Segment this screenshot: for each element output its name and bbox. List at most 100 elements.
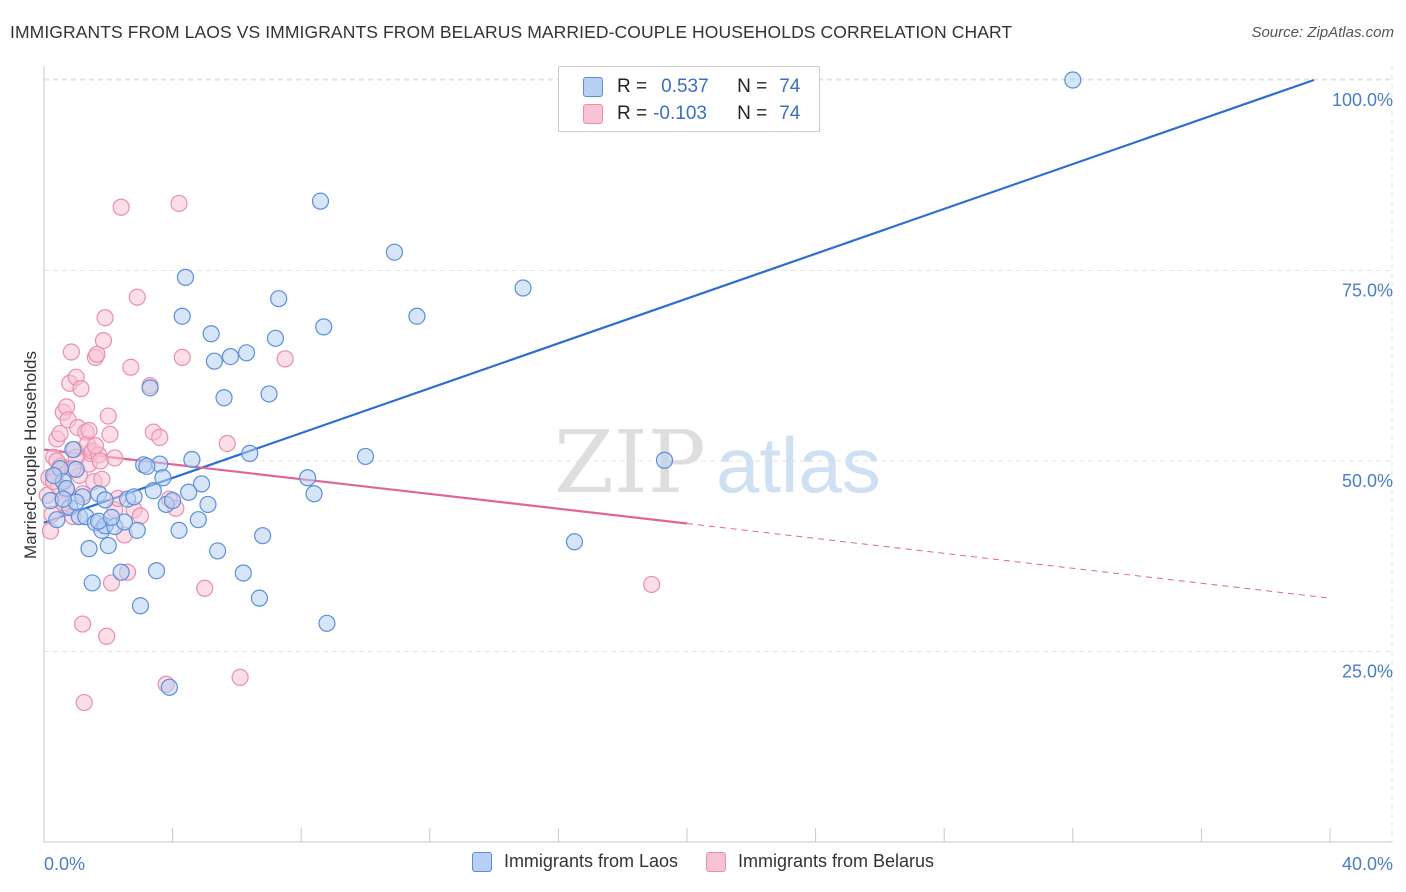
y-axis-label: Married-couple Households <box>21 351 40 559</box>
point-laos-56 <box>356 447 375 466</box>
point-laos-6 <box>64 440 82 459</box>
legend-item-belarus: Immigrants from Belarus <box>706 851 934 872</box>
point-laos-38 <box>202 325 220 343</box>
series-legend: Immigrants from Laos Immigrants from Bel… <box>0 851 1406 872</box>
point-laos-63 <box>128 521 146 539</box>
point-laos-43 <box>234 564 252 582</box>
point-laos-50 <box>270 290 288 308</box>
point-laos-49 <box>266 329 285 347</box>
point-belarus-57 <box>173 348 191 366</box>
point-belarus-34 <box>93 470 111 488</box>
chart-title: IMMIGRANTS FROM LAOS VS IMMIGRANTS FROM … <box>10 22 1013 42</box>
y-tick-label-0: 25.0% <box>1342 662 1393 682</box>
legend-row-laos: R = 0.537 N = 74 <box>583 74 800 100</box>
legend-n-belarus: 74 <box>779 103 801 124</box>
grid-lines <box>44 66 1393 842</box>
legend-row-belarus: R = -0.103 N = 74 <box>583 101 800 127</box>
legend-label-laos: Immigrants from Laos <box>503 851 678 871</box>
point-laos-30 <box>164 492 182 510</box>
point-belarus-22 <box>73 615 92 633</box>
watermark-zip: ZIP <box>554 413 706 513</box>
legend-n-label: N = <box>737 76 768 97</box>
legend-n-laos: 74 <box>779 76 801 97</box>
point-belarus-52 <box>151 428 169 446</box>
legend-r-laos: 0.537 <box>661 76 709 97</box>
point-laos-7 <box>67 460 85 478</box>
point-belarus-61 <box>276 350 294 368</box>
legend-label-belarus: Immigrants from Belarus <box>738 851 935 871</box>
legend-r-label: R = <box>617 76 648 97</box>
point-laos-58 <box>408 307 426 325</box>
point-laos-37 <box>199 495 217 514</box>
point-laos-44 <box>237 344 256 362</box>
point-laos-21 <box>125 488 143 506</box>
point-laos-60 <box>565 533 584 551</box>
point-laos-33 <box>176 268 195 286</box>
point-belarus-8 <box>51 424 69 443</box>
point-laos-32 <box>173 307 191 325</box>
point-laos-55 <box>318 614 336 632</box>
point-laos-73 <box>102 508 121 526</box>
point-laos-57 <box>385 243 404 261</box>
point-belarus-70 <box>86 437 105 455</box>
legend-swatch-belarus <box>583 104 603 124</box>
legend-r-label: R = <box>617 103 648 124</box>
point-laos-45 <box>241 444 259 462</box>
y-tick-label-3: 100.0% <box>1332 90 1393 110</box>
point-laos-52 <box>305 485 323 503</box>
point-laos-35 <box>189 511 207 529</box>
point-laos-41 <box>215 389 233 407</box>
point-laos-62 <box>1064 71 1082 89</box>
point-belarus-68 <box>106 449 124 467</box>
y-tick-label-1: 50.0% <box>1342 471 1393 491</box>
point-laos-47 <box>254 527 272 545</box>
legend-swatch-laos <box>583 77 603 97</box>
point-belarus-39 <box>101 425 119 443</box>
legend-swatch-belarus <box>706 851 726 872</box>
point-laos-42 <box>221 348 240 366</box>
point-laos-24 <box>141 379 159 397</box>
point-belarus-37 <box>98 627 116 645</box>
point-laos-36 <box>192 475 211 493</box>
point-belarus-58 <box>196 579 214 597</box>
point-laos-53 <box>311 192 330 210</box>
point-laos-28 <box>154 469 172 487</box>
point-laos-11 <box>80 540 98 558</box>
point-belarus-35 <box>94 332 113 350</box>
point-laos-34 <box>183 450 201 469</box>
x-tick-label-0: 0.0% <box>44 854 85 874</box>
point-laos-40 <box>209 542 227 560</box>
point-belarus-23 <box>75 693 93 712</box>
point-laos-1 <box>48 511 66 529</box>
point-laos-54 <box>315 318 333 336</box>
legend-n-label: N = <box>737 103 768 124</box>
point-laos-17 <box>99 536 117 555</box>
trend-lines <box>43 78 1331 599</box>
legend-swatch-laos <box>471 851 492 872</box>
point-laos-31 <box>170 521 188 539</box>
point-belarus-33 <box>91 452 109 470</box>
legend-r-belarus: -0.103 <box>653 103 707 124</box>
point-laos-46 <box>250 589 269 607</box>
x-tick-label-1: 40.0% <box>1342 854 1393 874</box>
point-laos-27 <box>147 562 166 580</box>
legend-item-laos: Immigrants from Laos <box>471 851 678 872</box>
point-laos-69 <box>54 490 72 508</box>
point-belarus-36 <box>96 309 114 327</box>
y-tick-label-2: 75.0% <box>1342 281 1393 301</box>
watermark: ZIP atlas <box>554 413 881 513</box>
correlation-legend: R = 0.537 N = 74 R = -0.103 N = 74 <box>558 66 820 132</box>
point-laos-48 <box>260 385 278 403</box>
point-laos-65 <box>160 678 178 696</box>
point-laos-51 <box>299 469 317 487</box>
point-belarus-62 <box>643 575 661 594</box>
point-belarus-43 <box>112 198 130 216</box>
source-label: Source: ZipAtlas.com <box>1251 24 1394 41</box>
point-laos-19 <box>112 563 130 581</box>
watermark-atlas: atlas <box>716 421 881 509</box>
point-belarus-72 <box>80 421 98 440</box>
series-laos-points <box>41 71 1082 696</box>
point-laos-72 <box>138 457 156 475</box>
point-belarus-59 <box>218 434 236 453</box>
